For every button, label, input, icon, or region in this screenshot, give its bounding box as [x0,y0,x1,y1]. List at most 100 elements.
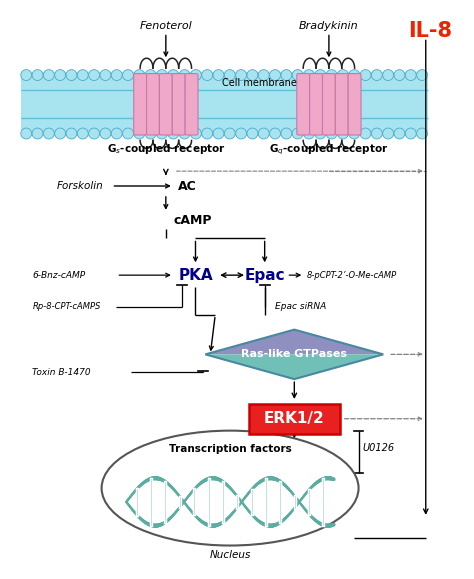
Circle shape [100,128,111,139]
Text: U0126: U0126 [363,444,395,453]
Circle shape [89,69,100,80]
Text: PKA: PKA [178,267,213,283]
Circle shape [326,128,337,139]
Circle shape [77,69,88,80]
Circle shape [303,69,314,80]
Text: G$_q$-coupled receptor: G$_q$-coupled receptor [269,142,389,157]
Circle shape [168,69,179,80]
Circle shape [55,128,65,139]
Circle shape [168,128,179,139]
Circle shape [394,69,405,80]
FancyBboxPatch shape [185,74,198,135]
Circle shape [281,69,292,80]
FancyBboxPatch shape [134,74,146,135]
Circle shape [417,128,428,139]
Circle shape [405,128,416,139]
FancyBboxPatch shape [310,74,322,135]
Circle shape [224,69,235,80]
Circle shape [145,128,156,139]
Circle shape [303,128,314,139]
Circle shape [337,128,348,139]
Text: AC: AC [178,179,196,192]
Circle shape [315,128,326,139]
Circle shape [236,69,246,80]
Circle shape [134,128,145,139]
Circle shape [292,128,303,139]
Text: cAMP: cAMP [174,214,212,227]
Text: Epac: Epac [245,267,285,283]
Circle shape [111,128,122,139]
Circle shape [213,128,224,139]
Circle shape [270,69,281,80]
Circle shape [372,128,382,139]
Circle shape [32,128,43,139]
Circle shape [258,69,269,80]
Circle shape [145,69,156,80]
Circle shape [360,128,371,139]
FancyBboxPatch shape [335,74,348,135]
FancyBboxPatch shape [159,74,172,135]
Circle shape [89,128,100,139]
Circle shape [179,128,190,139]
Circle shape [44,128,55,139]
FancyBboxPatch shape [348,74,361,135]
Text: Toxin B-1470: Toxin B-1470 [32,368,91,377]
Circle shape [315,69,326,80]
Circle shape [202,128,213,139]
Text: 6-Bnz-cAMP: 6-Bnz-cAMP [32,270,85,280]
Circle shape [55,69,65,80]
Text: Epac siRNA: Epac siRNA [274,302,326,312]
FancyBboxPatch shape [297,74,310,135]
Circle shape [32,69,43,80]
Circle shape [100,69,111,80]
FancyBboxPatch shape [146,74,159,135]
Circle shape [247,69,258,80]
Circle shape [383,128,393,139]
Circle shape [66,128,77,139]
Circle shape [179,69,190,80]
Circle shape [224,128,235,139]
Text: 8-pCPT-2’-O-Me-cAMP: 8-pCPT-2’-O-Me-cAMP [307,270,397,280]
Text: Rp-8-CPT-cAMPS: Rp-8-CPT-cAMPS [32,302,101,312]
Text: Ras-like GTPases: Ras-like GTPases [241,349,347,360]
Circle shape [405,69,416,80]
Circle shape [326,69,337,80]
Circle shape [134,69,145,80]
Circle shape [21,69,32,80]
Circle shape [123,128,134,139]
Circle shape [337,69,348,80]
Text: Bradykinin: Bradykinin [299,20,359,31]
Polygon shape [205,329,383,354]
Polygon shape [205,354,383,379]
Circle shape [191,128,201,139]
FancyBboxPatch shape [322,74,335,135]
Circle shape [281,128,292,139]
Circle shape [156,128,167,139]
FancyBboxPatch shape [20,72,428,137]
Circle shape [247,128,258,139]
Circle shape [66,69,77,80]
Circle shape [360,69,371,80]
Text: Fenoterol: Fenoterol [139,20,192,31]
Circle shape [270,128,281,139]
Text: ERK1/2: ERK1/2 [264,411,325,426]
Circle shape [77,128,88,139]
Text: IL-8: IL-8 [409,21,453,41]
Circle shape [156,69,167,80]
Circle shape [44,69,55,80]
Ellipse shape [101,431,358,545]
Circle shape [394,128,405,139]
Circle shape [213,69,224,80]
Circle shape [236,128,246,139]
Circle shape [292,69,303,80]
Circle shape [417,69,428,80]
Circle shape [372,69,382,80]
Circle shape [202,69,213,80]
Circle shape [258,128,269,139]
Circle shape [191,69,201,80]
Text: Forskolin: Forskolin [57,181,104,191]
Circle shape [383,69,393,80]
Text: Cell membrane: Cell membrane [222,78,297,88]
FancyBboxPatch shape [249,404,340,434]
Circle shape [123,69,134,80]
